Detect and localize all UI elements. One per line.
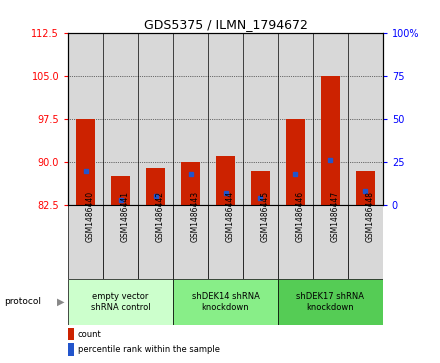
Bar — [348, 205, 383, 279]
Text: GSM1486442: GSM1486442 — [156, 191, 165, 241]
Bar — [103, 33, 138, 205]
Text: GSM1486441: GSM1486441 — [121, 191, 130, 241]
Bar — [278, 33, 313, 205]
Text: GSM1486448: GSM1486448 — [365, 191, 374, 241]
Bar — [111, 176, 130, 205]
Text: GSM1486446: GSM1486446 — [295, 191, 304, 242]
Text: GSM1486445: GSM1486445 — [260, 191, 269, 242]
Bar — [286, 119, 305, 205]
Bar — [348, 33, 383, 205]
Text: GSM1486443: GSM1486443 — [191, 191, 200, 242]
Text: GSM1486440: GSM1486440 — [86, 191, 95, 242]
Bar — [103, 205, 138, 279]
Bar — [68, 328, 74, 340]
Bar — [321, 76, 340, 205]
Bar — [173, 279, 278, 325]
Text: GSM1486447: GSM1486447 — [330, 191, 339, 242]
Bar — [208, 33, 243, 205]
Bar — [68, 205, 103, 279]
Text: percentile rank within the sample: percentile rank within the sample — [77, 345, 220, 354]
Text: empty vector
shRNA control: empty vector shRNA control — [91, 292, 150, 311]
Text: GSM1486444: GSM1486444 — [226, 191, 235, 242]
Bar — [173, 205, 208, 279]
Bar — [138, 205, 173, 279]
Text: ▶: ▶ — [57, 297, 65, 307]
Bar — [216, 156, 235, 205]
Bar — [76, 119, 95, 205]
Bar — [278, 205, 313, 279]
Text: protocol: protocol — [4, 297, 41, 306]
Bar — [208, 205, 243, 279]
Text: count: count — [77, 330, 101, 339]
Bar — [68, 33, 103, 205]
Bar — [146, 168, 165, 205]
Bar — [68, 279, 173, 325]
Bar — [356, 171, 375, 205]
Bar — [313, 33, 348, 205]
Text: shDEK17 shRNA
knockdown: shDEK17 shRNA knockdown — [297, 292, 364, 311]
Bar — [243, 33, 278, 205]
Bar — [181, 162, 200, 205]
Title: GDS5375 / ILMN_1794672: GDS5375 / ILMN_1794672 — [143, 19, 308, 32]
Bar — [313, 205, 348, 279]
Bar — [278, 279, 383, 325]
Bar — [251, 171, 270, 205]
Bar — [243, 205, 278, 279]
Bar — [173, 33, 208, 205]
Bar — [68, 343, 74, 356]
Bar — [138, 33, 173, 205]
Text: shDEK14 shRNA
knockdown: shDEK14 shRNA knockdown — [191, 292, 260, 311]
